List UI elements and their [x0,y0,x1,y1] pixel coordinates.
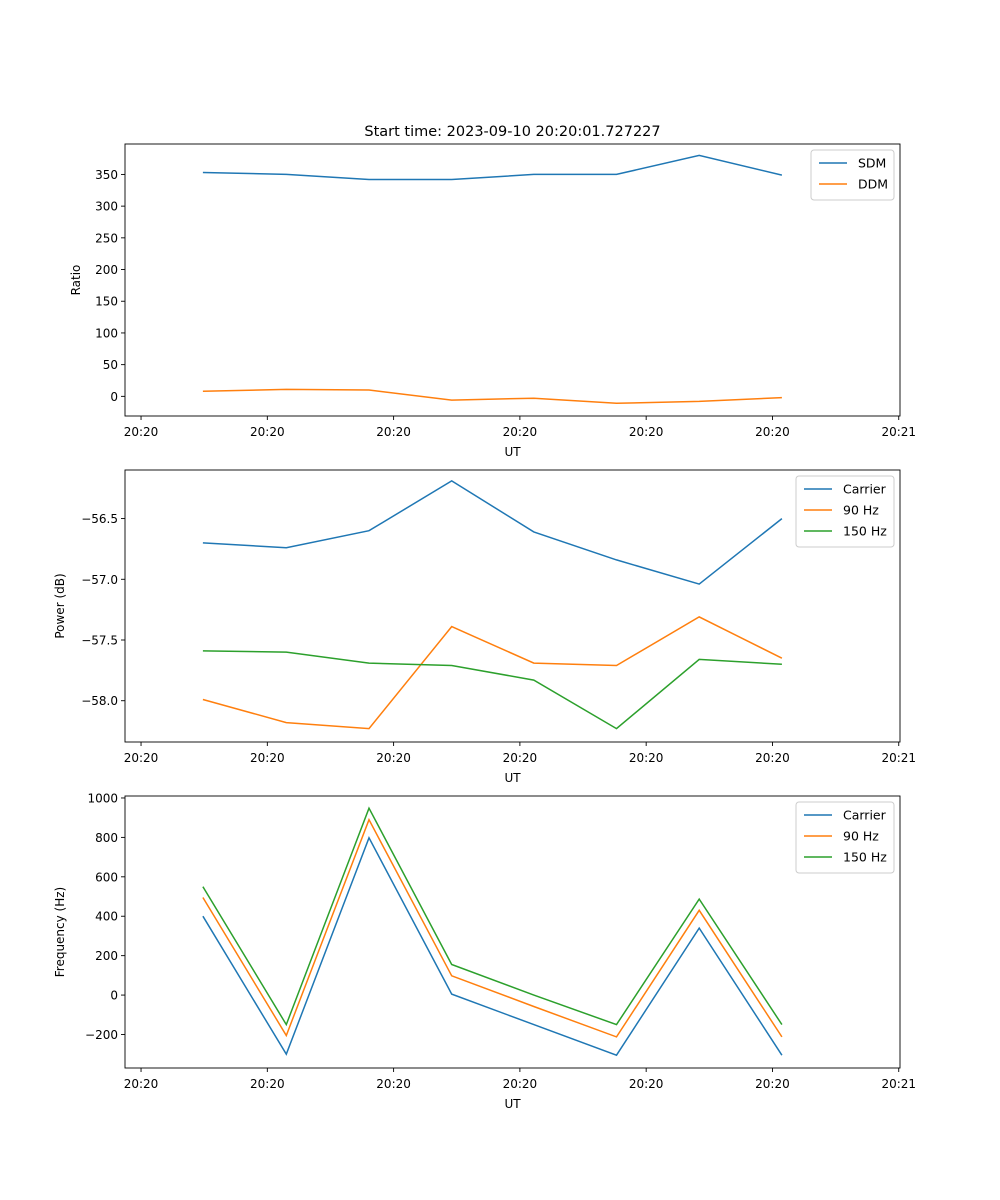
legend: Carrier 90 Hz 150 Hz [795,475,895,548]
legend-label: SDM [858,156,886,171]
x-tick-label: 20:20 [250,751,285,765]
legend-label: Carrier [843,482,887,497]
axes-frame [124,795,901,1069]
x-tick-label: 20:20 [503,425,538,439]
series-line-sdm [202,154,783,181]
x-tick-label: 20:20 [629,751,664,765]
y-tick-label: 0 [110,989,118,1003]
axes-frame [124,469,901,743]
series-line-150-hz [202,650,782,730]
y-tick-label: 800 [95,831,118,845]
series-line-90-hz [202,817,783,1038]
x-tick-label: 20:20 [376,751,411,765]
subplot-2: 20:20 20:20 20:20 20:20 20:20 20:20 20:21 −58.0… [53,469,916,785]
y-tick-label: 150 [95,295,118,309]
y-tick-label: 100 [95,326,118,340]
legend-label: 150 Hz [843,850,887,865]
y-tick-label: 50 [103,358,118,372]
x-tick-label: 20:20 [629,1077,664,1091]
y-tick-label: 350 [95,168,118,182]
y-tick-label: 0 [110,390,118,404]
y-tick-label: −200 [85,1028,118,1042]
legend-box [795,801,895,874]
legend: Carrier 90 Hz 150 Hz [795,801,895,874]
y-tick-label: 600 [95,870,118,884]
legend-box [795,475,895,548]
x-tick-label: 20:20 [755,1077,790,1091]
series-line-carrier [202,835,783,1057]
x-tick-label: 20:20 [503,1077,538,1091]
y-tick-label: 200 [95,949,118,963]
y-tick-label: 250 [95,231,118,245]
y-tick-label: 300 [95,200,118,214]
x-tick-label: 20:20 [376,1077,411,1091]
x-tick-label: 20:20 [503,751,538,765]
x-axis-label: UT [504,445,521,459]
x-tick-label: 20:20 [250,1077,285,1091]
y-tick-label: 1000 [87,791,118,805]
series-line-150-hz [202,806,783,1027]
legend: SDM DDM [810,149,895,201]
x-tick-label: 20:20 [124,751,159,765]
y-tick-label: −57.5 [81,634,118,648]
x-tick-label: 20:21 [881,1077,916,1091]
series-line-90-hz [202,616,783,730]
y-tick-label: −57.0 [81,573,118,587]
legend-label: Carrier [843,808,887,823]
legend-label: DDM [858,177,888,192]
x-tick-label: 20:20 [755,425,790,439]
x-tick-label: 20:20 [250,425,285,439]
x-tick-label: 20:20 [124,1077,159,1091]
x-tick-label: 20:20 [629,425,664,439]
y-axis-label: Ratio [69,265,83,296]
series-line-ddm [202,388,782,405]
subplot-3: 20:20 20:20 20:20 20:20 20:20 20:20 20:21 −200 0… [53,791,916,1111]
x-tick-label: 20:20 [376,425,411,439]
y-tick-label: 200 [95,263,118,277]
x-tick-label: 20:20 [755,751,790,765]
x-tick-label: 20:21 [881,425,916,439]
x-axis-label: UT [504,771,521,785]
axes-frame [124,143,901,417]
x-axis-label: UT [504,1097,521,1111]
legend-label: 150 Hz [843,524,887,539]
x-tick-label: 20:20 [124,425,159,439]
legend-label: 90 Hz [843,503,879,518]
legend-label: 90 Hz [843,829,879,844]
y-axis-label: Power (dB) [53,573,67,638]
series-line-carrier [202,480,783,585]
y-tick-label: −58.0 [81,694,118,708]
y-tick-label: 400 [95,910,118,924]
chart-title: Start time: 2023-09-10 20:20:01.727227 [364,124,660,140]
subplot-1: 20:20 20:20 20:20 20:20 20:20 20:20 20:21 0 50 10… [69,124,916,459]
y-axis-label: Frequency (Hz) [53,887,67,978]
x-tick-label: 20:21 [881,751,916,765]
y-tick-label: −56.5 [81,512,118,526]
